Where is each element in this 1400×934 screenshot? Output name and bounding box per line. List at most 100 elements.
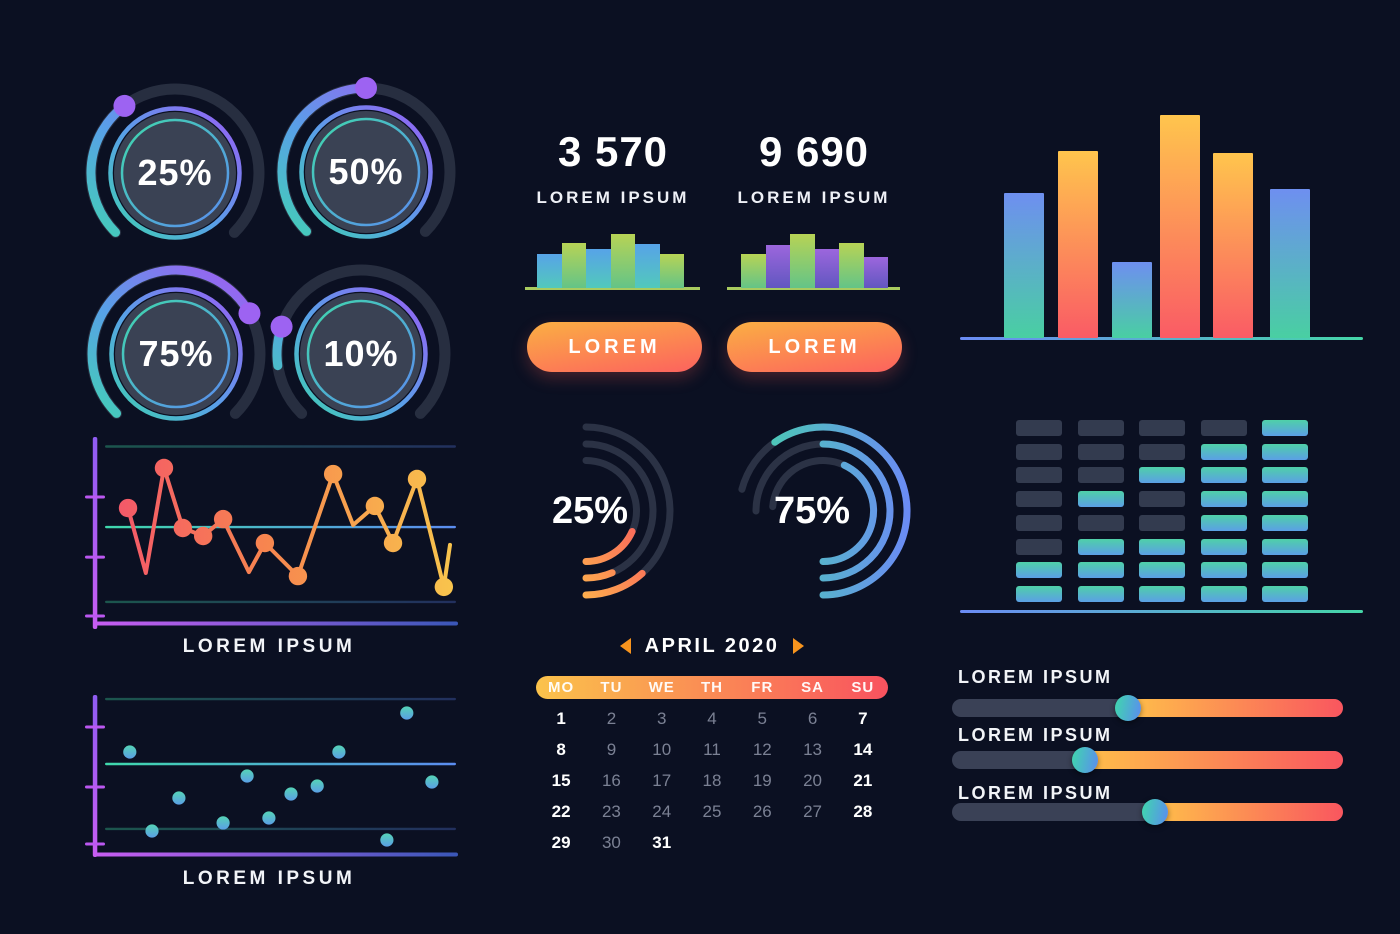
equalizer-cell	[1077, 491, 1124, 508]
calendar-prev-icon[interactable]	[619, 638, 631, 654]
calendar-day[interactable]: 16	[601, 770, 621, 790]
slider-knob[interactable]	[1142, 799, 1169, 825]
scatter-dot	[123, 745, 137, 759]
stat-card-1-button-label: LOREM	[568, 335, 661, 358]
calendar-day[interactable]: 4	[707, 708, 717, 728]
gauge-progress-arc	[277, 83, 371, 236]
radial-progress-ring	[819, 461, 878, 565]
equalizer-cell	[1200, 562, 1247, 579]
equalizer-cell	[1262, 443, 1308, 460]
line-marker	[173, 518, 193, 538]
calendar-day[interactable]: 18	[702, 770, 722, 790]
calendar-day[interactable]: 2	[606, 708, 617, 728]
slider-2-track[interactable]	[952, 747, 1343, 773]
calendar-day[interactable]: 29	[551, 832, 571, 852]
bar-chart-bar	[1058, 150, 1098, 338]
calendar-weekday: SA	[801, 679, 824, 696]
gauge-2-value: 50%	[328, 151, 404, 192]
equalizer-cell	[1200, 491, 1247, 508]
gauge-3	[86, 264, 266, 421]
calendar-day[interactable]: 30	[601, 832, 621, 852]
scatter-dot	[240, 769, 254, 783]
calendar-day[interactable]: 17	[652, 770, 672, 790]
line-marker	[193, 526, 213, 546]
calendar-day[interactable]: 22	[551, 801, 571, 821]
equalizer-cell	[1200, 467, 1247, 484]
calendar-day[interactable]: 15	[551, 770, 571, 790]
scatter-dot	[216, 816, 230, 830]
radial-progress-ring	[819, 440, 894, 582]
line-marker	[365, 496, 385, 516]
mini-bar	[586, 249, 611, 288]
calendar-day[interactable]: 10	[652, 739, 672, 759]
equalizer-cell	[1139, 585, 1185, 602]
stat-card-1-label: LOREM IPSUM	[536, 188, 690, 207]
mini-bar	[839, 243, 864, 288]
gauge-inner-ring	[121, 299, 231, 409]
gridline	[105, 445, 456, 448]
line-marker	[118, 498, 138, 518]
mini-bar	[610, 234, 635, 288]
calendar-day[interactable]: 26	[752, 801, 772, 821]
equalizer-cell	[1262, 585, 1308, 602]
stat-card-2-label: LOREM IPSUM	[737, 188, 891, 207]
calendar-day[interactable]: 9	[606, 739, 617, 759]
slider-3-track[interactable]	[952, 799, 1343, 825]
calendar-day[interactable]: 21	[853, 770, 873, 790]
stat-card-1-button[interactable]: LOREM	[527, 322, 702, 372]
slider-1-track[interactable]	[952, 695, 1343, 721]
radial-track-ring	[582, 440, 657, 582]
calendar-day[interactable]: 24	[652, 801, 672, 821]
calendar-day[interactable]: 8	[556, 739, 566, 759]
calendar-day[interactable]: 3	[656, 708, 667, 728]
calendar-day[interactable]: 6	[807, 708, 818, 728]
equalizer-cell	[1139, 467, 1185, 484]
bar-chart-bar	[1213, 152, 1253, 338]
slider-knob[interactable]	[1071, 747, 1098, 773]
equalizer-cell	[1016, 443, 1062, 460]
stat-card-2-button[interactable]: LOREM	[727, 322, 902, 372]
line-marker	[323, 464, 343, 484]
stat-card-2-button-label: LOREM	[768, 335, 861, 358]
scatter-chart	[85, 695, 458, 857]
calendar-next-icon[interactable]	[793, 638, 805, 654]
calendar-day[interactable]: 25	[702, 801, 722, 821]
gauge-knob[interactable]	[238, 302, 261, 325]
calendar-day[interactable]: 1	[556, 708, 566, 728]
calendar-day[interactable]: 5	[757, 708, 768, 728]
gauge-4	[270, 264, 451, 421]
gridline	[105, 762, 456, 766]
calendar-day[interactable]: 28	[853, 801, 873, 821]
calendar-day[interactable]: 23	[601, 801, 621, 821]
calendar-day[interactable]: 19	[752, 770, 772, 790]
gauge-knob[interactable]	[113, 94, 136, 117]
calendar-day[interactable]: 20	[803, 770, 823, 790]
calendar-day[interactable]: 7	[858, 708, 868, 728]
line-marker	[383, 533, 403, 553]
calendar-day[interactable]: 11	[703, 739, 721, 759]
radial-progress-ring	[582, 569, 646, 599]
calendar-day[interactable]: 14	[853, 739, 873, 759]
calendar-day[interactable]: 31	[652, 832, 672, 852]
slider-2-label: LOREM IPSUM	[958, 725, 1113, 745]
calendar-day[interactable]: 13	[803, 739, 823, 759]
gauge-knob[interactable]	[270, 315, 293, 338]
gauge-knob[interactable]	[355, 77, 377, 99]
equalizer-cell	[1077, 420, 1124, 436]
calendar-weekday: SU	[851, 679, 875, 696]
line-marker	[288, 566, 308, 586]
calendar-weekday-row: MO TU WE TH FR SA SU	[536, 676, 888, 699]
equalizer-cell	[1077, 585, 1124, 602]
scatter-dot	[425, 775, 439, 789]
gridline	[105, 600, 456, 604]
equalizer-cell	[1016, 491, 1062, 508]
equalizer-cell	[1016, 514, 1062, 531]
equalizer-cell	[1077, 467, 1124, 484]
slider-knob[interactable]	[1114, 695, 1141, 721]
equalizer-cell	[1016, 538, 1062, 555]
scatter-dot	[400, 706, 414, 720]
equalizer-cell	[1200, 420, 1247, 436]
equalizer-cell	[1139, 514, 1185, 531]
calendar-day[interactable]: 27	[803, 801, 823, 821]
calendar-day[interactable]: 12	[752, 739, 772, 759]
